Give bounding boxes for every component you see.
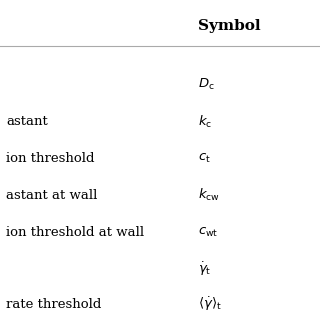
Text: rate threshold: rate threshold — [6, 298, 102, 310]
Text: $k_\mathrm{c}$: $k_\mathrm{c}$ — [198, 114, 212, 130]
Text: Symbol: Symbol — [198, 19, 261, 33]
Text: $\dot{\gamma}_\mathrm{t}$: $\dot{\gamma}_\mathrm{t}$ — [198, 260, 212, 278]
Text: ion threshold: ion threshold — [6, 152, 95, 165]
Text: $\langle\dot{\gamma}\rangle_\mathrm{t}$: $\langle\dot{\gamma}\rangle_\mathrm{t}$ — [198, 295, 222, 313]
Text: ion threshold at wall: ion threshold at wall — [6, 226, 145, 238]
Text: astant: astant — [6, 115, 48, 128]
Text: $c_\mathrm{wt}$: $c_\mathrm{wt}$ — [198, 226, 219, 238]
Text: $c_\mathrm{t}$: $c_\mathrm{t}$ — [198, 152, 211, 165]
Text: astant at wall: astant at wall — [6, 189, 98, 202]
Text: $k_\mathrm{cw}$: $k_\mathrm{cw}$ — [198, 187, 220, 203]
Text: $D_\mathrm{c}$: $D_\mathrm{c}$ — [198, 77, 215, 92]
